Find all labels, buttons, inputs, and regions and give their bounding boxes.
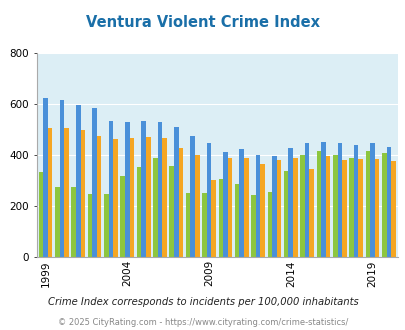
Bar <box>300 155 304 257</box>
Bar <box>332 154 337 257</box>
Bar <box>162 139 166 257</box>
Bar <box>129 138 134 257</box>
Bar <box>381 152 386 257</box>
Bar <box>320 142 325 257</box>
Bar <box>97 136 101 257</box>
Bar <box>369 143 374 257</box>
Legend: Ventura, California, National: Ventura, California, National <box>84 328 349 330</box>
Bar <box>48 128 52 257</box>
Bar <box>190 136 194 257</box>
Bar <box>260 164 264 257</box>
Bar <box>283 171 288 257</box>
Bar <box>309 169 313 257</box>
Bar <box>113 139 117 257</box>
Bar <box>169 166 174 257</box>
Bar <box>222 152 227 257</box>
Bar <box>325 156 330 257</box>
Bar <box>202 193 206 257</box>
Bar <box>136 167 141 257</box>
Bar <box>255 155 260 257</box>
Bar <box>109 121 113 257</box>
Bar <box>80 130 85 257</box>
Bar <box>125 122 129 257</box>
Bar <box>145 137 150 257</box>
Bar <box>71 187 76 257</box>
Bar <box>178 148 183 257</box>
Bar <box>353 145 358 257</box>
Text: Ventura Violent Crime Index: Ventura Violent Crime Index <box>86 15 319 30</box>
Bar <box>267 192 271 257</box>
Bar <box>243 158 248 257</box>
Bar <box>218 179 222 257</box>
Bar <box>348 158 353 257</box>
Bar <box>153 158 157 257</box>
Bar <box>337 143 341 257</box>
Bar <box>276 160 281 257</box>
Text: Crime Index corresponds to incidents per 100,000 inhabitants: Crime Index corresponds to incidents per… <box>47 297 358 307</box>
Bar <box>206 143 211 257</box>
Bar <box>87 194 92 257</box>
Bar <box>64 128 68 257</box>
Bar <box>185 193 190 257</box>
Bar <box>365 151 369 257</box>
Bar <box>211 180 215 257</box>
Bar <box>55 187 60 257</box>
Bar <box>239 149 243 257</box>
Bar <box>227 158 232 257</box>
Bar <box>304 143 309 257</box>
Bar <box>374 159 378 257</box>
Bar <box>60 100 64 257</box>
Bar <box>358 159 362 257</box>
Bar <box>92 108 97 257</box>
Bar <box>251 195 255 257</box>
Bar <box>157 122 162 257</box>
Bar <box>288 148 292 257</box>
Bar <box>271 156 276 257</box>
Bar <box>234 184 239 257</box>
Bar <box>341 160 346 257</box>
Bar <box>38 172 43 257</box>
Bar <box>390 161 395 257</box>
Text: © 2025 CityRating.com - https://www.cityrating.com/crime-statistics/: © 2025 CityRating.com - https://www.city… <box>58 318 347 327</box>
Bar <box>386 148 390 257</box>
Bar <box>174 127 178 257</box>
Bar <box>141 120 145 257</box>
Bar <box>194 155 199 257</box>
Bar <box>292 158 297 257</box>
Bar <box>316 151 320 257</box>
Bar <box>104 194 109 257</box>
Bar <box>76 105 80 257</box>
Bar <box>43 98 48 257</box>
Bar <box>120 176 125 257</box>
